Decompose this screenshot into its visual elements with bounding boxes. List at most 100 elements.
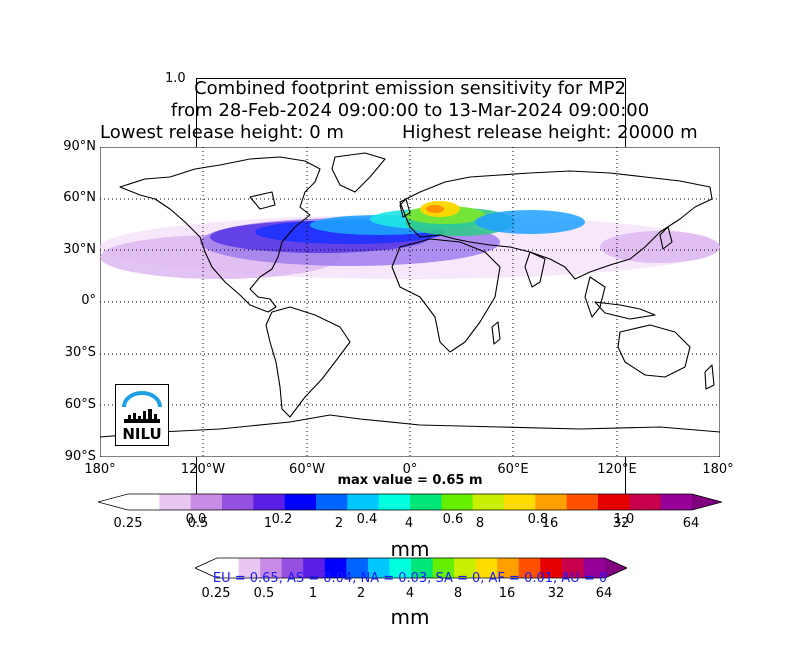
colorbar-secondary-cell [367, 558, 390, 578]
colorbar-secondary-tick: 1 [308, 586, 318, 601]
colorbar-main-cell [441, 494, 474, 510]
colorbar-secondary-cell [432, 558, 455, 578]
colorbar-secondary-extend-high [605, 558, 627, 578]
lat-label-30n: 30°N [63, 242, 96, 257]
colorbar-secondary-cell [238, 558, 261, 578]
colorbar-secondary-cell [561, 558, 584, 578]
overlay-axis-tick: 1.0 [613, 512, 635, 527]
overlay-axis-tick: 0.4 [356, 512, 378, 527]
colorbar-secondary-cell [454, 558, 477, 578]
colorbar-main-cell [410, 494, 442, 510]
plot-title-line-3-left: Lowest release height: 0 m [100, 122, 344, 143]
colorbar-main-tick: 2 [334, 516, 344, 531]
colorbar-main-cell [347, 494, 380, 510]
colorbar-secondary-unit: mm [390, 605, 430, 629]
coastline-india [524, 251, 546, 288]
nilu-logo-text: NILU [122, 425, 162, 443]
colorbar-main-tick: 32 [612, 516, 630, 531]
lon-label-180w: 180° [84, 462, 116, 477]
colorbar-secondary-tick: 0.5 [253, 586, 275, 601]
coastline-north-america [119, 156, 321, 313]
colorbar-main-cell [190, 494, 223, 510]
colorbar-main-cell [598, 494, 630, 510]
colorbar-secondary-cell [260, 558, 283, 578]
colorbar-secondary-tick: 0.25 [201, 586, 231, 601]
colorbar-main-cell [378, 494, 411, 510]
colorbar-main-cell [629, 494, 662, 510]
colorbar-secondary-outline [195, 557, 627, 579]
colorbar-main-tick: 16 [541, 516, 559, 531]
max-value-label: max value = 0.65 m [337, 473, 483, 488]
coastline-eurasia [399, 170, 713, 280]
colorbar-main-tick: 64 [682, 516, 700, 531]
colorbar-main [98, 493, 722, 511]
overlay-axis-tick: 0.0 [185, 512, 207, 527]
coastline-japan [659, 226, 673, 250]
lon-label-0: 0° [402, 462, 418, 477]
colorbar-secondary-tick: 16 [498, 586, 516, 601]
graticule [100, 147, 720, 457]
colorbar-main-cell [128, 494, 160, 510]
lat-label-60s: 60°S [64, 397, 96, 412]
colorbar-main-cell [253, 494, 286, 510]
colorbar-main-cell [504, 494, 536, 510]
colorbar-secondary-tick: 2 [356, 586, 366, 601]
plume-blob [475, 210, 585, 234]
lon-label-60w: 60°W [289, 462, 325, 477]
colorbar-main-outline [98, 493, 722, 511]
colorbar-secondary-cell [346, 558, 369, 578]
plot-title-line-1: Combined footprint emission sensitivity … [194, 78, 626, 99]
plot-title-line-2: from 28-Feb-2024 09:00:00 to 13-Mar-2024… [170, 100, 650, 121]
coastline-new-zealand [704, 364, 715, 390]
coastline-uk [399, 198, 411, 218]
lon-label-120e: 120°E [597, 462, 637, 477]
colorbar-secondary-extend-low [195, 558, 217, 578]
colorbar-secondary-cells [195, 558, 627, 578]
lat-label-90s: 90°S [64, 449, 96, 464]
lon-label-120w: 120°W [180, 462, 226, 477]
coastline-indonesia [594, 301, 656, 320]
colorbar-main-cell [472, 494, 505, 510]
colorbar-main-tick: 0.25 [113, 516, 143, 531]
colorbar-main-cell [284, 494, 317, 510]
coastline-madagascar [491, 321, 501, 345]
colorbar-secondary-cell [281, 558, 304, 578]
colorbar-main-tick: 8 [475, 516, 485, 531]
coastline-australia [617, 324, 691, 378]
colorbar-main-cell [660, 494, 693, 510]
colorbar-secondary-cell [540, 558, 563, 578]
colorbar-secondary-tick: 4 [405, 586, 415, 601]
colorbar-secondary-cell [303, 558, 326, 578]
colorbar-secondary-cell [411, 558, 434, 578]
colorbar-secondary-tick: 8 [453, 586, 463, 601]
lat-label-0: 0° [81, 293, 96, 308]
colorbar-secondary [195, 557, 627, 579]
plume-blob [426, 205, 444, 213]
colorbar-secondary-cell [497, 558, 520, 578]
colorbar-secondary-cell [389, 558, 412, 578]
colorbar-main-cell [159, 494, 192, 510]
colorbar-main-cells [98, 494, 722, 510]
nilu-logo-graphic [122, 391, 162, 423]
plume-blob [600, 231, 720, 263]
colorbar-secondary-cell [475, 558, 498, 578]
coastlines [100, 152, 720, 438]
overlay-axis-tick: 0.2 [271, 512, 293, 527]
lat-label-30s: 30°S [64, 345, 96, 360]
coastline-antarctica [100, 414, 720, 438]
colorbar-secondary-cell [583, 558, 606, 578]
colorbar-secondary-tick: 64 [595, 586, 613, 601]
nilu-logo: NILU [115, 384, 169, 446]
plot-title-line-3-right: Highest release height: 20000 m [402, 122, 698, 143]
coastline-hudson [249, 191, 276, 210]
colorbar-main-extend-low [98, 494, 128, 510]
colorbar-main-extend-high [692, 494, 722, 510]
lat-label-60n: 60°N [63, 190, 96, 205]
colorbar-main-cell [222, 494, 254, 510]
overlay-axis-tick-top: 1.0 [165, 71, 186, 86]
colorbar-main-cell [316, 494, 348, 510]
colorbar-main-tick: 0.5 [187, 516, 209, 531]
plume-layer [100, 201, 720, 279]
overlay-axis-tick: 0.8 [527, 512, 549, 527]
colorbar-secondary-cell [217, 558, 240, 578]
